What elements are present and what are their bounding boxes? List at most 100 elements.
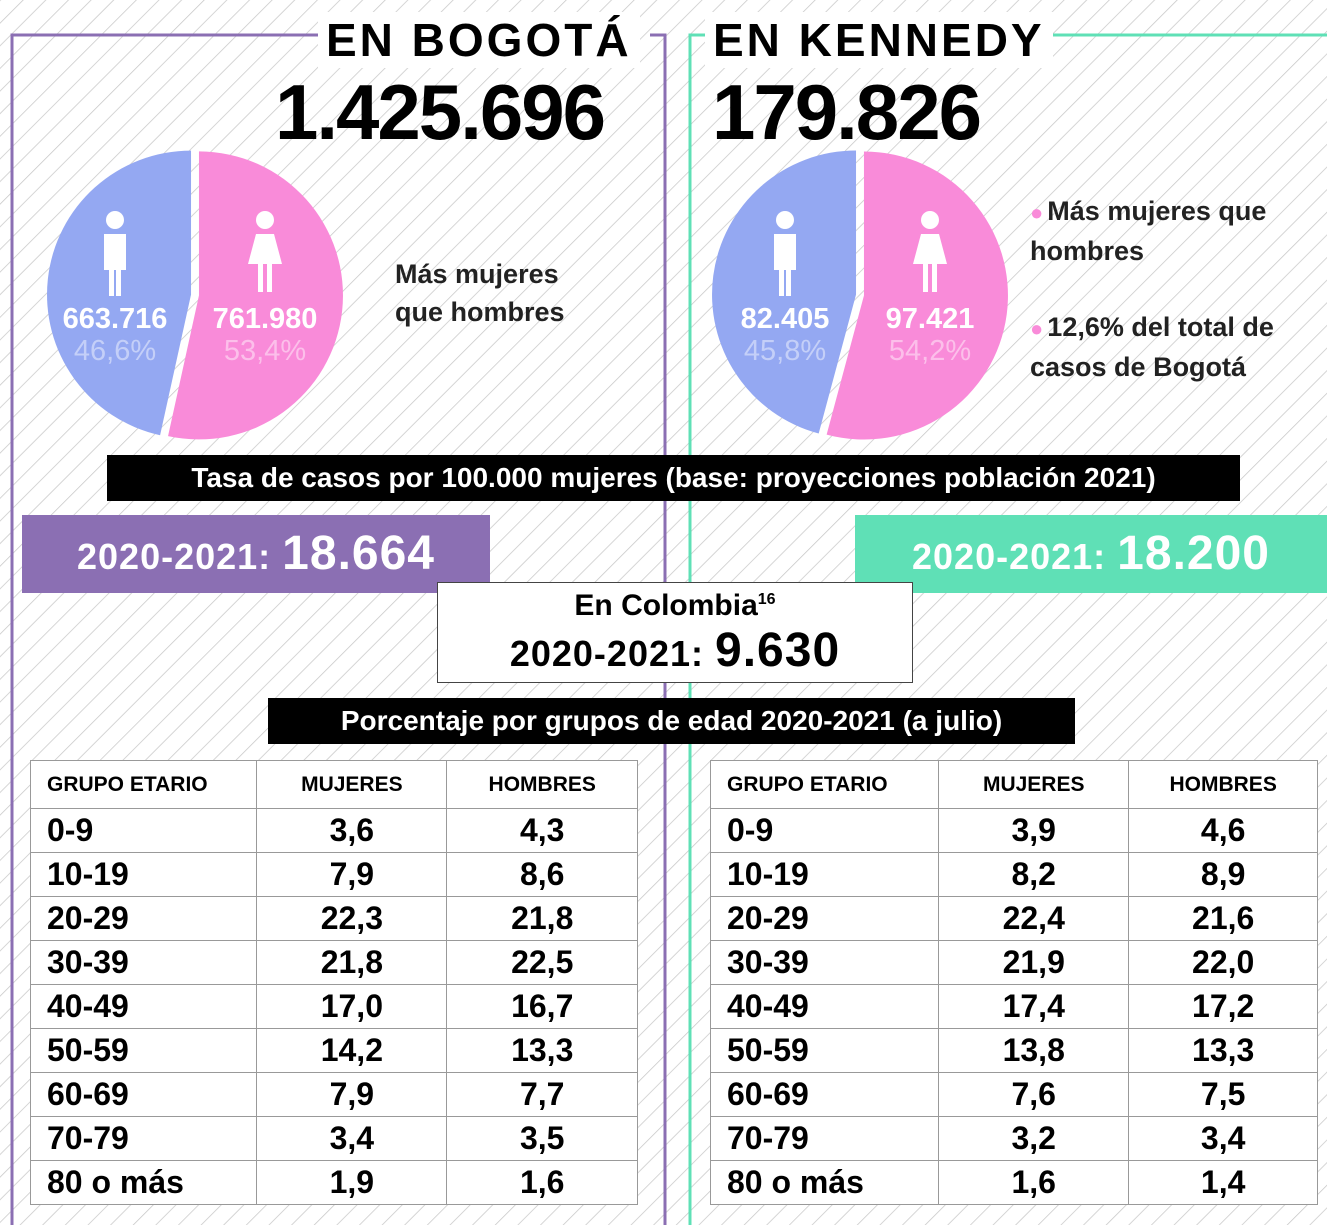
icon bbox=[921, 211, 939, 229]
table-cell: 80 o más bbox=[29, 1160, 258, 1205]
note: ● 12,6% del total de casos de Bogotá bbox=[1030, 312, 1274, 382]
header-row: GRUPO ETARIO MUJERES HOMBRES bbox=[29, 760, 638, 809]
banner: Tasa de casos por 100.000 mujeres (base:… bbox=[107, 455, 1240, 501]
table-cell: 1,4 bbox=[1128, 1160, 1318, 1205]
icon bbox=[913, 234, 947, 292]
header-cell: MUJERES bbox=[938, 760, 1130, 809]
rate-box: 2020-2021: 18.664 bbox=[22, 515, 490, 593]
note: ● Más mujeres que hombres bbox=[1030, 196, 1267, 266]
rate-label: 2020-2021: bbox=[912, 536, 1107, 577]
table-cell: 3,9 bbox=[938, 808, 1130, 853]
panel-title: EN BOGOTÁ bbox=[318, 12, 640, 68]
table-cell: 17,2 bbox=[1128, 984, 1318, 1029]
table-cell: 1,6 bbox=[938, 1160, 1130, 1205]
panel-title: EN KENNEDY bbox=[705, 12, 1053, 68]
table-cell: 80 o más bbox=[709, 1160, 940, 1205]
table-cell: 20-29 bbox=[709, 896, 940, 941]
rate-value: 9.630 bbox=[715, 624, 841, 677]
table-row: 20-29 22,3 21,8 bbox=[29, 896, 638, 941]
table-cell: 4,3 bbox=[446, 808, 638, 853]
table-cell: 7,7 bbox=[446, 1072, 638, 1117]
value-label: 97.421 bbox=[886, 303, 975, 335]
icon bbox=[774, 234, 796, 296]
header-cell: GRUPO ETARIO bbox=[709, 760, 940, 809]
table-row: 10-19 8,2 8,9 bbox=[709, 852, 1318, 897]
table-cell: 7,6 bbox=[938, 1072, 1130, 1117]
table-cell: 7,9 bbox=[256, 852, 448, 897]
table-cell: 70-79 bbox=[29, 1116, 258, 1161]
table-row: 70-79 3,2 3,4 bbox=[709, 1116, 1318, 1161]
table-cell: 50-59 bbox=[709, 1028, 940, 1073]
table-cell: 8,2 bbox=[938, 852, 1130, 897]
percent-label: 46,6% bbox=[74, 335, 156, 367]
header-cell: GRUPO ETARIO bbox=[29, 760, 258, 809]
table-cell: 4,6 bbox=[1128, 808, 1318, 853]
table-row: 50-59 14,2 13,3 bbox=[29, 1028, 638, 1073]
table-row: 0-9 3,6 4,3 bbox=[29, 808, 638, 853]
table-cell: 70-79 bbox=[709, 1116, 940, 1161]
table-row: 50-59 13,8 13,3 bbox=[709, 1028, 1318, 1073]
table-cell: 13,8 bbox=[938, 1028, 1130, 1073]
table-cell: 30-39 bbox=[29, 940, 258, 985]
table-cell: 22,0 bbox=[1128, 940, 1318, 985]
icon bbox=[104, 234, 126, 296]
table-cell: 21,6 bbox=[1128, 896, 1318, 941]
table-cell: 20-29 bbox=[29, 896, 258, 941]
right-border bbox=[688, 33, 1327, 1225]
rate-value: 18.200 bbox=[1117, 527, 1270, 580]
table-cell: 16,7 bbox=[446, 984, 638, 1029]
rate-value: 18.664 bbox=[282, 527, 435, 580]
left-border bbox=[10, 33, 667, 1225]
colombia-title: En Colombia bbox=[574, 589, 758, 622]
percent-label: 54,2% bbox=[889, 335, 971, 367]
value-label: 761.980 bbox=[213, 303, 318, 335]
panel-total: 1.425.696 bbox=[275, 68, 606, 156]
table-cell: 30-39 bbox=[709, 940, 940, 985]
table-row: 0-9 3,9 4,6 bbox=[709, 808, 1318, 853]
pie-slice bbox=[826, 151, 1008, 440]
table-cell: 1,9 bbox=[256, 1160, 448, 1205]
rate-box: 2020-2021: 18.200 bbox=[855, 515, 1327, 593]
table-cell: 1,6 bbox=[446, 1160, 638, 1205]
table-cell: 3,2 bbox=[938, 1116, 1130, 1161]
table-cell: 3,4 bbox=[1128, 1116, 1318, 1161]
table-cell: 22,4 bbox=[938, 896, 1130, 941]
table-cell: 21,9 bbox=[938, 940, 1130, 985]
colombia-box: En Colombia16 2020-2021: 9.630 bbox=[437, 582, 913, 683]
table-cell: 14,2 bbox=[256, 1028, 448, 1073]
rate-label: 2020-2021: bbox=[509, 633, 704, 674]
rate-label: 2020-2021: bbox=[77, 536, 272, 577]
table-cell: 3,4 bbox=[256, 1116, 448, 1161]
icon bbox=[106, 211, 124, 229]
table-row: 60-69 7,9 7,7 bbox=[29, 1072, 638, 1117]
table-cell: 0-9 bbox=[29, 808, 258, 853]
header-row: GRUPO ETARIO MUJERES HOMBRES bbox=[709, 760, 1318, 809]
table-cell: 7,5 bbox=[1128, 1072, 1318, 1117]
table-cell: 13,3 bbox=[1128, 1028, 1318, 1073]
age-table: GRUPO ETARIO MUJERES HOMBRES 0-9 3,9 4,6 10-19… bbox=[709, 760, 1318, 1205]
table-row: 80 o más 1,9 1,6 bbox=[29, 1160, 638, 1205]
table-cell: 22,3 bbox=[256, 896, 448, 941]
note-strong: Más bbox=[395, 259, 448, 289]
header-cell: MUJERES bbox=[256, 760, 448, 809]
table-cell: 8,9 bbox=[1128, 852, 1318, 897]
table-row: 40-49 17,0 16,7 bbox=[29, 984, 638, 1029]
icon bbox=[256, 211, 274, 229]
table-cell: 7,9 bbox=[256, 1072, 448, 1117]
table-row: 30-39 21,8 22,5 bbox=[29, 940, 638, 985]
table-row: 60-69 7,6 7,5 bbox=[709, 1072, 1318, 1117]
table-cell: 22,5 bbox=[446, 940, 638, 985]
pie-slice bbox=[168, 151, 343, 440]
table-cell: 10-19 bbox=[29, 852, 258, 897]
table-cell: 8,6 bbox=[446, 852, 638, 897]
table-cell: 60-69 bbox=[29, 1072, 258, 1117]
table-cell: 17,4 bbox=[938, 984, 1130, 1029]
percent-label: 53,4% bbox=[224, 335, 306, 367]
header-cell: HOMBRES bbox=[446, 760, 638, 809]
header-cell: HOMBRES bbox=[1128, 760, 1318, 809]
table-cell: 50-59 bbox=[29, 1028, 258, 1073]
note-strong: Más bbox=[1047, 196, 1100, 226]
table-cell: 21,8 bbox=[256, 940, 448, 985]
table-cell: 3,5 bbox=[446, 1116, 638, 1161]
